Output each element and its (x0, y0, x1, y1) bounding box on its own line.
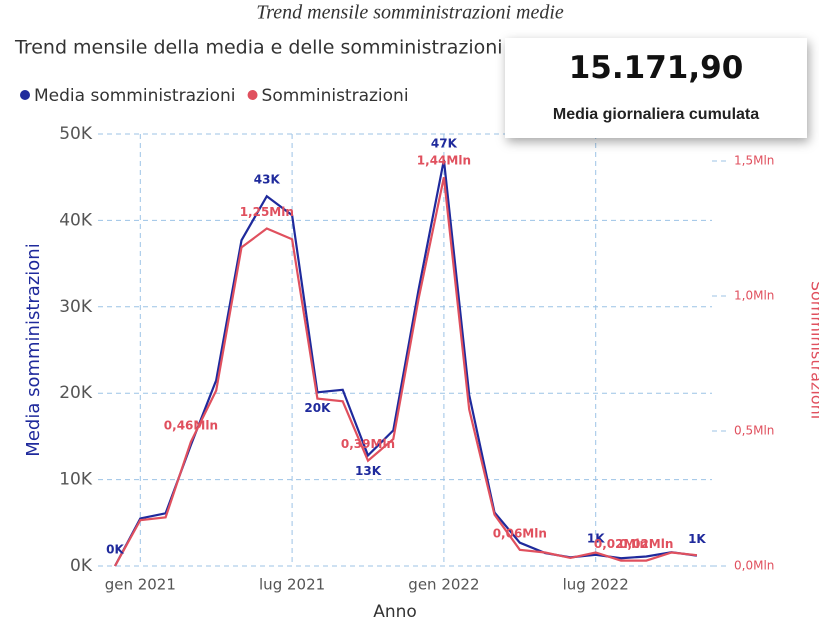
y-axis-title: Media somministrazioni (23, 243, 44, 456)
data-label: 0,02Mln (594, 537, 648, 551)
x-tick-label: lug 2022 (563, 576, 629, 594)
x-axis-title: Anno (373, 602, 417, 622)
x-tick-label: gen 2021 (105, 576, 176, 594)
data-label: 1,25Mln (240, 205, 294, 219)
data-label: 1K (688, 532, 706, 546)
data-label: 47K (431, 136, 458, 150)
legend-marker (20, 90, 30, 100)
data-label: 0,02Mln (619, 537, 673, 551)
legend-label: Media somministrazioni (34, 86, 236, 106)
y-tick-label: 0K (70, 556, 93, 576)
kpi-card: 15.171,90 Media giornaliera cumulata (505, 38, 807, 138)
caption: Trend mensile somministrazioni medie (256, 2, 564, 24)
x-tick-label: lug 2021 (259, 576, 325, 594)
series-line (114, 159, 698, 567)
chart-title: Trend mensile della media e delle sommin… (14, 37, 503, 59)
data-label: 0K (106, 543, 124, 557)
y-tick-label: 40K (59, 210, 93, 230)
y2-tick-label: 0,5Mln (734, 424, 774, 438)
kpi-value: 15.171,90 (568, 50, 744, 86)
y-tick-label: 50K (59, 124, 93, 144)
data-label: 13K (355, 464, 382, 478)
data-label: 0,39Mln (341, 437, 395, 451)
x-tick-label: gen 2022 (408, 576, 479, 594)
data-label: 0,06Mln (493, 526, 547, 540)
series-line (114, 176, 698, 567)
kpi-label: Media giornaliera cumulata (552, 106, 760, 123)
y-tick-label: 30K (59, 297, 93, 317)
y2-tick-label: 1,0Mln (734, 289, 774, 303)
legend-marker (247, 90, 258, 100)
y2-axis-title: Somministrazioni (808, 281, 819, 419)
data-label: 0,46Mln (164, 418, 218, 432)
data-label: 1,44Mln (417, 154, 471, 168)
y-tick-label: 20K (59, 383, 93, 403)
y2-tick-label: 1,5Mln (734, 154, 774, 168)
y2-tick-label: 0,0Mln (734, 559, 774, 573)
y-tick-label: 10K (59, 470, 93, 490)
data-label: 1K (587, 531, 605, 545)
data-label: 20K (304, 401, 331, 415)
legend-label: Somministrazioni (262, 86, 409, 106)
data-label: 43K (254, 173, 281, 187)
